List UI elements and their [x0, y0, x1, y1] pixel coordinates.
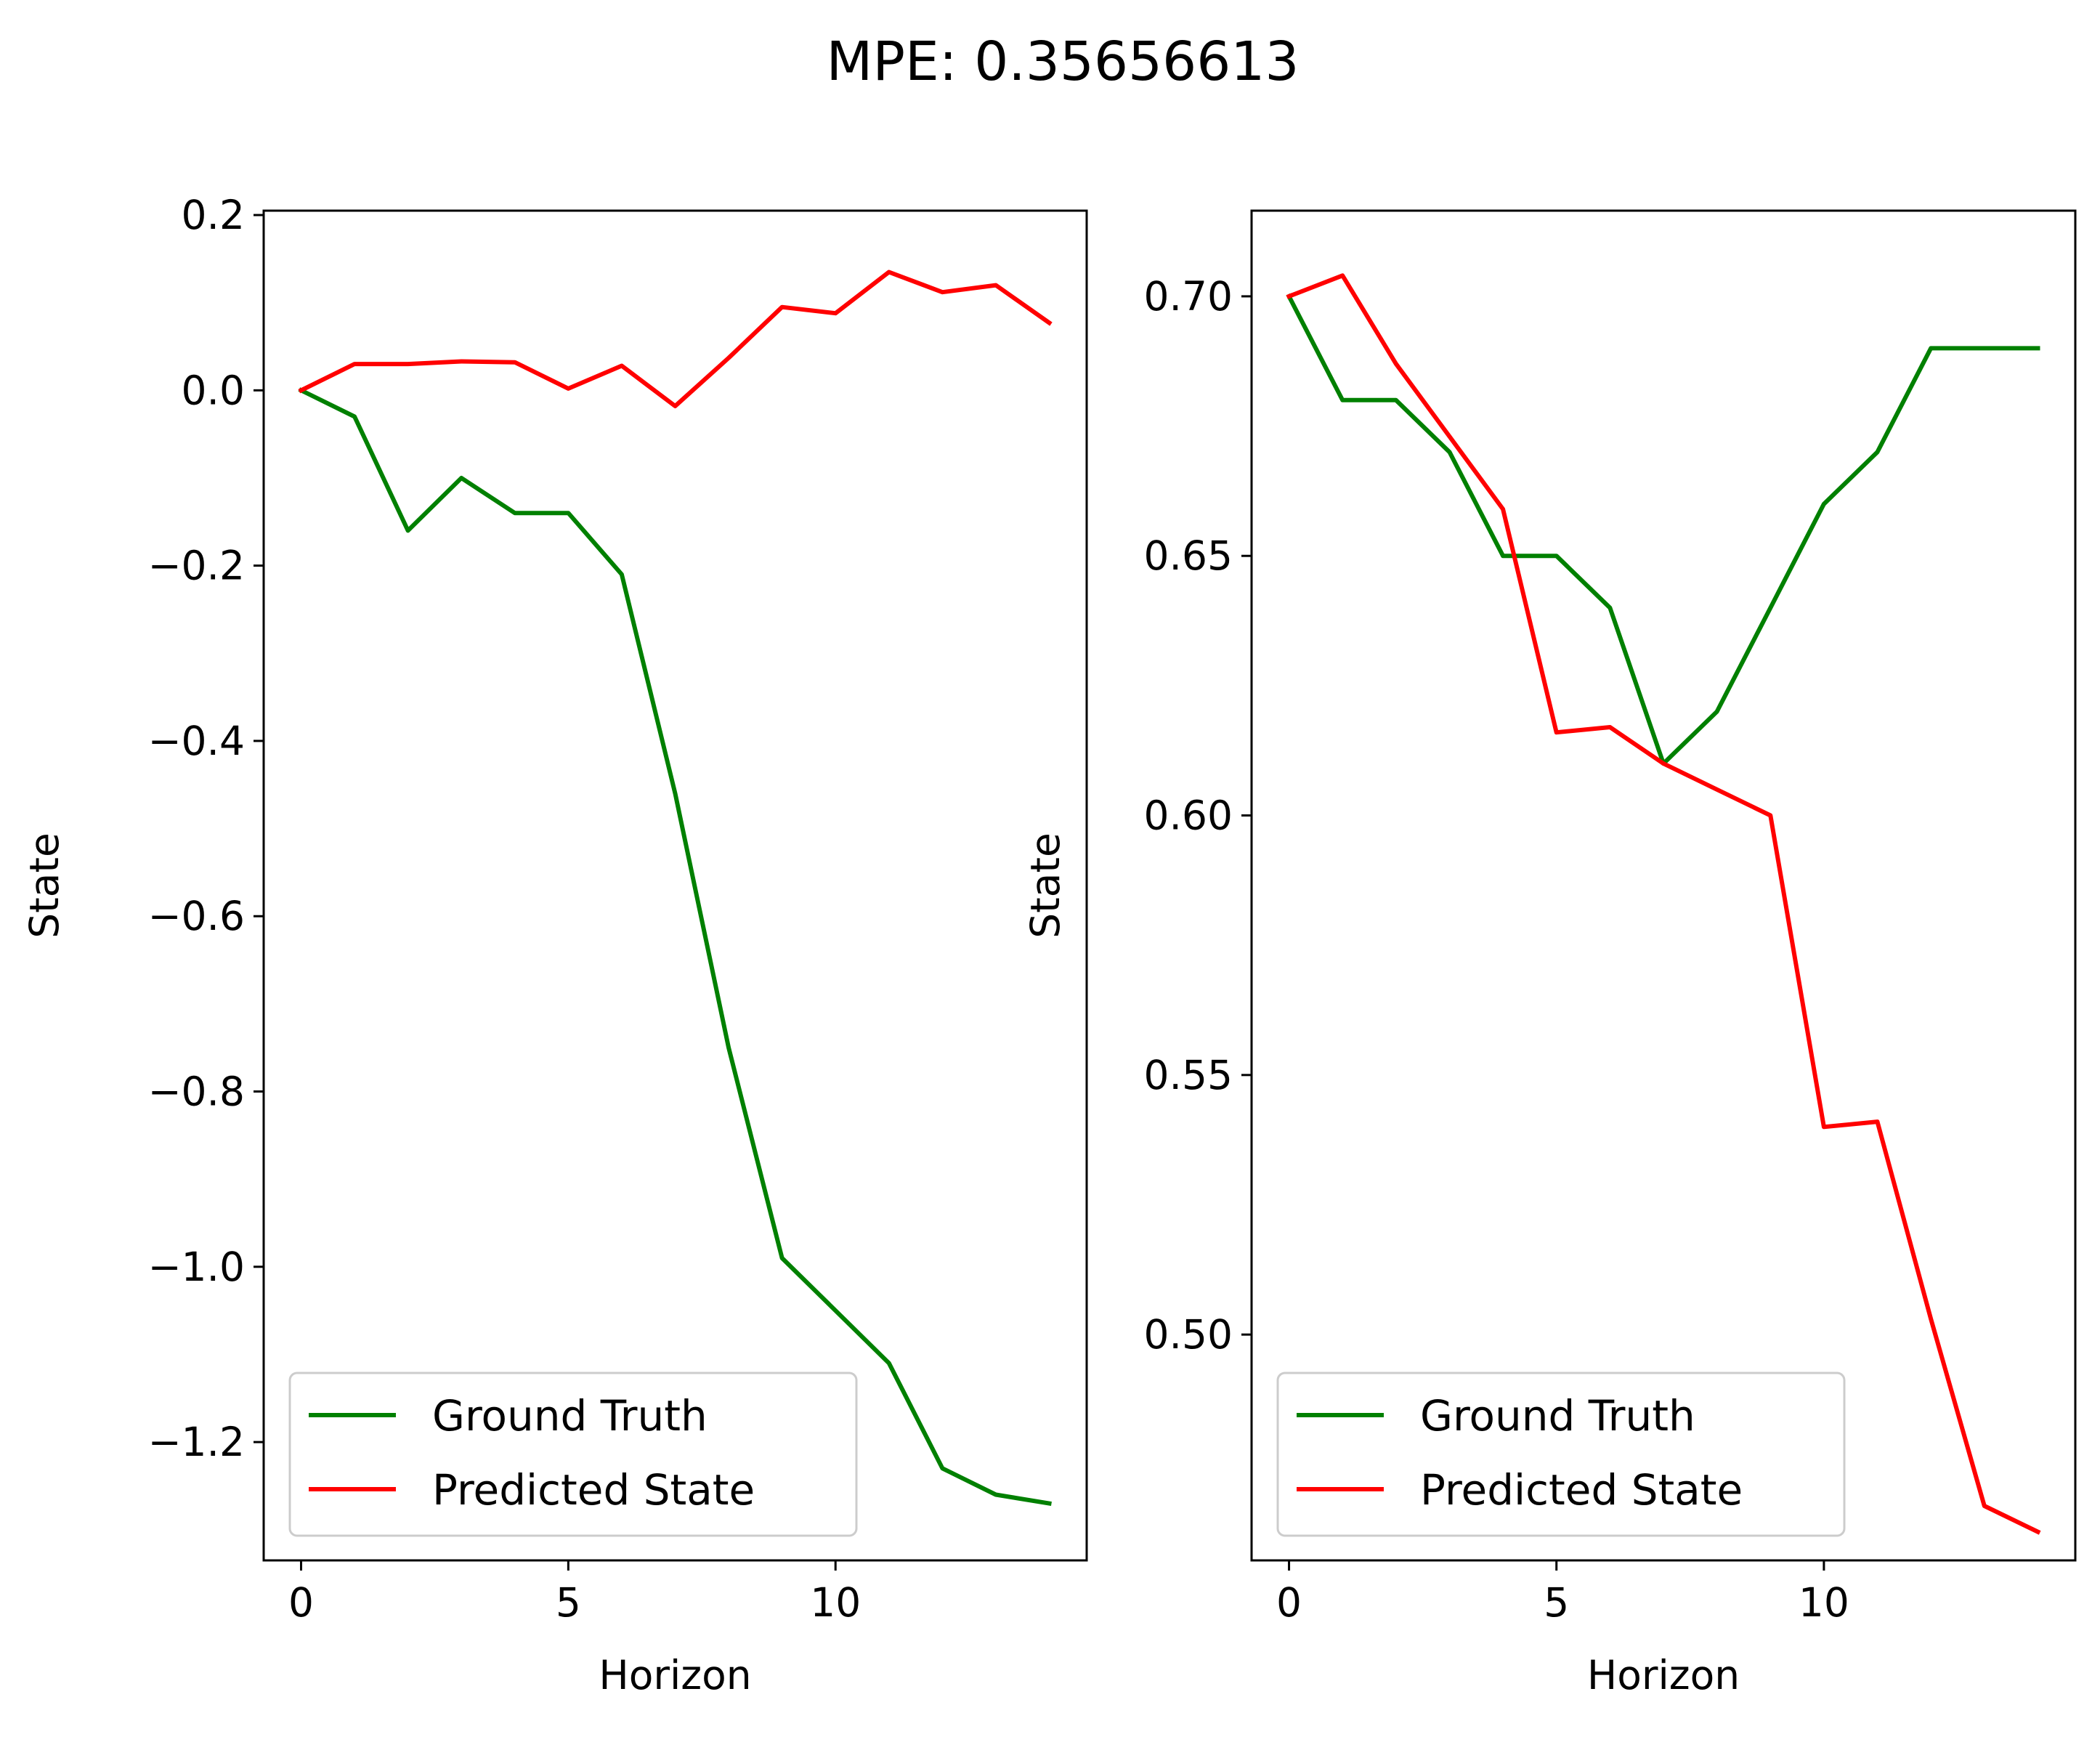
x-tick-label: 10 — [810, 1579, 861, 1626]
x-tick-label: 0 — [1276, 1579, 1302, 1626]
y-tick-label: −0.8 — [147, 1069, 245, 1115]
legend-box — [288, 1372, 858, 1537]
legend-label: Ground Truth — [432, 1391, 708, 1441]
subplot-1: 0 5 10 0.2 0.0 −0.2 −0.4 −0.6 −0.8 −1.0 −1.2 Horizo… — [21, 192, 1088, 1698]
y-tick-label: 0.0 — [182, 367, 245, 413]
series-line-ground-truth — [298, 387, 1052, 1507]
y-tick-label: −0.2 — [147, 543, 245, 589]
x-tick-label: 5 — [1544, 1579, 1569, 1626]
legend-label: Predicted State — [1420, 1465, 1743, 1515]
y-tick-label: −1.2 — [147, 1419, 245, 1465]
y-tick-label: 0.70 — [1144, 273, 1233, 320]
subplot-2: 0 5 10 0.70 0.65 0.60 0.55 0.50 Horizon State Grou… — [1022, 209, 2077, 1698]
x-tick-label: 0 — [288, 1579, 314, 1626]
legend-box — [1276, 1372, 1846, 1537]
plot-area — [264, 211, 1087, 1560]
series-line-predicted-state — [298, 270, 1053, 408]
x-axis-label: Horizon — [1587, 1652, 1740, 1698]
axes-frame — [262, 209, 1088, 1562]
y-tick-label: 0.2 — [182, 192, 245, 238]
y-tick-label: 0.55 — [1144, 1052, 1233, 1098]
figure-title: MPE: 0.35656613 — [827, 31, 1300, 93]
y-tick-label: 0.65 — [1144, 532, 1233, 579]
y-tick-label: 0.60 — [1144, 793, 1233, 839]
legend: Ground Truth Predicted State — [1276, 1372, 1846, 1537]
x-tick-label: 10 — [1799, 1579, 1849, 1626]
y-axis-label: State — [1022, 832, 1069, 939]
x-tick-label: 5 — [556, 1579, 581, 1626]
axes-frame — [1250, 209, 2077, 1562]
x-axis-label: Horizon — [599, 1652, 751, 1698]
legend-label: Predicted State — [432, 1465, 755, 1515]
y-tick-label: 0.50 — [1144, 1311, 1233, 1358]
legend: Ground Truth Predicted State — [288, 1372, 858, 1537]
y-tick-label: −1.0 — [147, 1244, 245, 1290]
series-line-predicted-state — [1286, 273, 2041, 1535]
plot-area — [1252, 211, 2075, 1560]
legend-label: Ground Truth — [1420, 1391, 1695, 1441]
y-axis-label: State — [21, 832, 68, 939]
y-tick-label: −0.6 — [147, 893, 245, 939]
y-tick-label: −0.4 — [147, 718, 245, 764]
